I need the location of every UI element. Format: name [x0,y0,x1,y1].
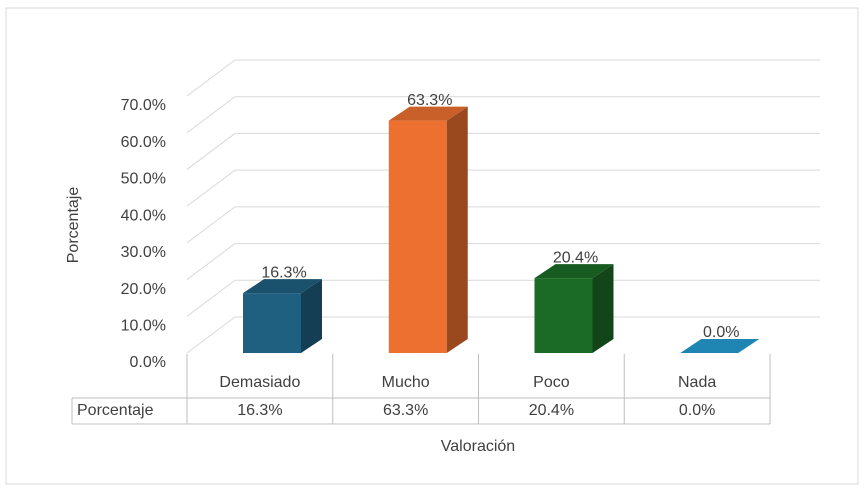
x-tick-label: Mucho [382,374,430,391]
grid-line [186,206,236,244]
bar-front [243,293,301,353]
table-row-header: Porcentaje [77,402,154,419]
grid-line [186,243,236,280]
data-label: 63.3% [407,92,452,109]
bar-side [592,264,614,353]
x-tick-label: Nada [678,374,716,391]
y-axis-title: Porcentaje [65,187,82,264]
table-cell: 20.4% [529,402,574,419]
bar-side [301,279,322,353]
y-tick-label: 60.0% [121,134,166,151]
data-label: 20.4% [553,249,598,266]
x-tick-label: Demasiado [219,374,300,391]
bar [534,264,614,353]
bar-side [446,106,468,353]
bar-front [388,120,447,353]
table-cell: 0.0% [679,402,715,419]
grid-line [186,316,236,354]
bar [680,339,760,353]
x-tick-label: Poco [533,374,570,391]
data-label: 16.3% [261,264,306,281]
bar-top [388,106,468,121]
bar [243,279,322,353]
y-tick-label: 10.0% [121,318,166,335]
grid-line [186,96,236,134]
y-tick-label: 30.0% [121,244,166,261]
bar [388,106,468,353]
y-tick-label: 20.0% [121,281,166,298]
y-tick-label: 50.0% [121,171,166,188]
grid-line [186,59,236,97]
bar-top [534,264,614,279]
bar-top [680,339,760,353]
bar-top [243,279,322,294]
data-label: 0.0% [703,324,739,341]
bar-front [534,278,593,353]
table-cell: 63.3% [383,402,428,419]
grid-line [186,279,236,317]
y-tick-label: 40.0% [121,207,166,224]
grid-line [186,133,236,170]
x-axis-title: Valoración [441,438,515,455]
y-tick-label: 70.0% [121,97,166,114]
table-cell: 16.3% [237,402,282,419]
y-tick-label: 0.0% [130,354,166,371]
grid-line [186,169,236,207]
